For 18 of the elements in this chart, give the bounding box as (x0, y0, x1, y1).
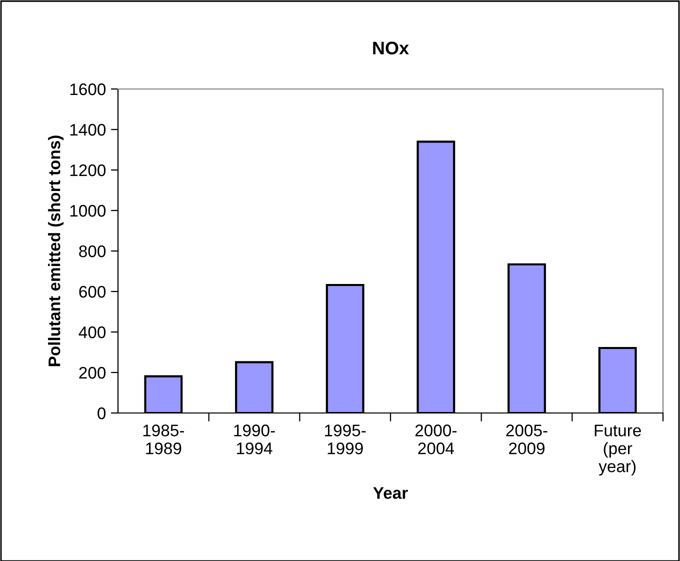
y-tick-label: 0 (98, 407, 106, 420)
x-tick-label: 2000- 2004 (415, 424, 456, 454)
x-tick-label: Future (per year) (594, 424, 641, 476)
y-axis-title: Pollutant emitted (short tons) (48, 136, 64, 366)
y-tick-label: 200 (79, 366, 106, 379)
chart-title: NOx (373, 42, 409, 54)
x-tick-label: 2005- 2009 (506, 424, 548, 454)
y-tick-label: 600 (79, 286, 106, 298)
y-tick-label: 1000 (70, 204, 106, 217)
y-tick-label: 1600 (70, 83, 106, 96)
y-tick-label: 1200 (70, 164, 106, 176)
x-tick-label: 1985- 1989 (143, 424, 184, 454)
x-axis-title: Year (373, 487, 408, 499)
x-tick-label: 1995- 1999 (325, 424, 366, 454)
y-tick-label: 800 (79, 245, 106, 258)
y-tick-label: 1400 (70, 124, 106, 136)
y-tick-label: 400 (78, 326, 106, 338)
x-tick-label: 1990- 1994 (234, 424, 275, 454)
